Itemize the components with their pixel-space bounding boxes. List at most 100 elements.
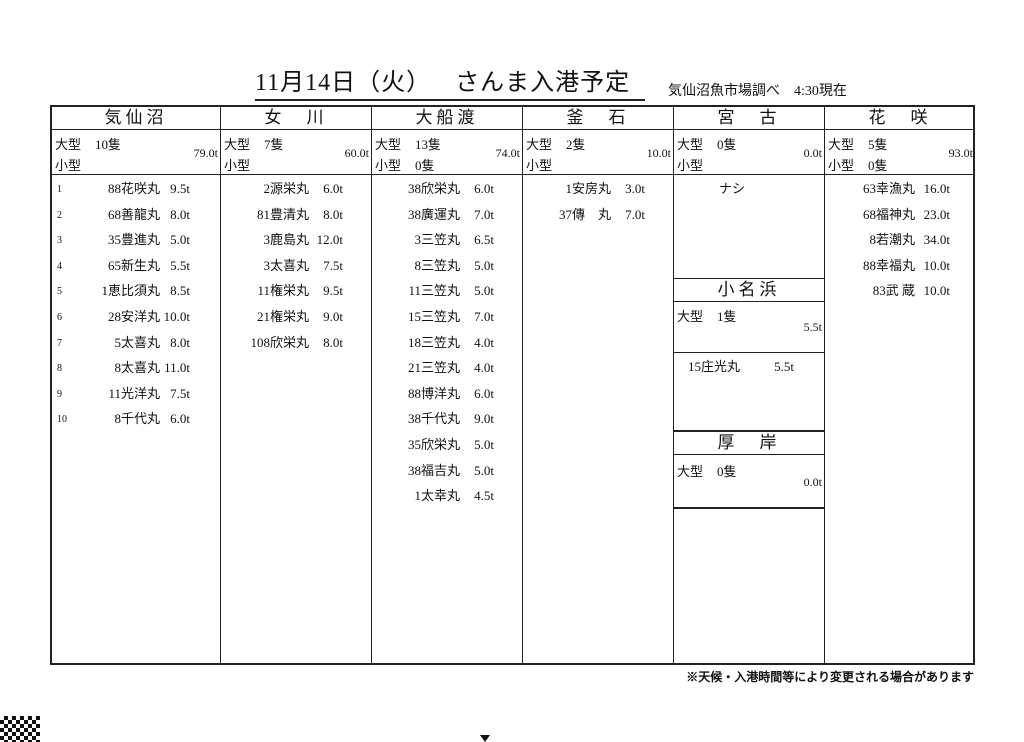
ship-tonnage: 9.5t: [170, 181, 190, 196]
page-title: 11月14日（火） さんま入港予定: [255, 62, 645, 101]
small-label: 小型: [677, 158, 704, 173]
large-count: 5隻: [868, 137, 888, 152]
ship-name: 5太喜丸: [114, 334, 160, 350]
ship-row: 108欣栄丸 8.0t: [221, 331, 371, 355]
port-name: 釜 石: [523, 107, 673, 130]
ship-row: 88博洋丸 6.0t: [372, 382, 522, 406]
ship-tonnage: 6.5t: [474, 232, 494, 248]
large-count: 10隻: [95, 137, 122, 152]
ship-name: 88花咲丸: [107, 181, 160, 196]
large-label: 大型: [677, 464, 704, 479]
scan-marker-checkerboard: [0, 716, 40, 742]
divider: [674, 278, 824, 279]
port-column: 花 咲大型 5隻 小型 0隻 93.0t 63幸漁丸 16.0t 68福神丸 23.0t 8若潮丸…: [824, 107, 975, 663]
ship-row: 5 1恵比須丸 8.5t: [52, 279, 220, 303]
ship-name: 35豊進丸: [107, 232, 160, 248]
ship-tonnage: 8.0t: [323, 334, 343, 350]
ship-row: ナシ: [674, 177, 824, 201]
ship-tonnage: 12.0t: [316, 232, 343, 248]
ship-tonnage: 9.0t: [474, 411, 494, 427]
ship-row: 8 8太喜丸 11.0t: [52, 356, 220, 380]
small-count: 0隻: [415, 158, 435, 173]
large-count: 13隻: [415, 137, 442, 152]
ship-tonnage: 5.0t: [170, 232, 190, 248]
small-vessel-line: 小型: [224, 155, 264, 174]
ship-name: 11光洋丸: [108, 385, 160, 401]
port-summary: 大型 0隻小型 0.0t: [674, 130, 824, 175]
ship-tonnage: 4.5t: [474, 488, 494, 504]
large-vessel-line: 大型 2隻: [526, 134, 586, 153]
ship-row: 2源栄丸 6.0t: [221, 177, 371, 201]
ship-row: 1安房丸 3.0t: [523, 177, 673, 201]
ship-tonnage: 3.0t: [625, 181, 645, 196]
total-tonnage: 60.0t: [344, 146, 369, 160]
ship-row: 21三笠丸 4.0t: [372, 356, 522, 380]
port-summary: 大型 0隻 0.0t: [674, 457, 824, 508]
total-tonnage: 0.0t: [803, 146, 822, 160]
ship-name: 15庄光丸: [688, 359, 741, 374]
ship-row: 9 11光洋丸 7.5t: [52, 382, 220, 406]
triangle-marker-icon: [480, 735, 490, 742]
ship-name: 65新生丸: [107, 257, 160, 273]
ship-name: 28安洋丸: [107, 309, 160, 324]
source-timestamp: 気仙沼魚市場調べ 4:30現在: [668, 84, 847, 99]
ship-name: 3三笠丸: [414, 232, 460, 248]
large-vessel-line: 大型 0隻: [677, 134, 737, 153]
small-label: 小型: [526, 158, 553, 173]
ship-tonnage: 7.5t: [170, 385, 190, 401]
row-number: 9: [57, 388, 62, 400]
ship-name: 88幸福丸: [862, 257, 915, 273]
ship-name: 8三笠丸: [414, 257, 460, 273]
ship-row: 83武 蔵 10.0t: [825, 279, 975, 303]
large-label: 大型: [526, 137, 553, 152]
ship-row: 37傳 丸 7.0t: [523, 203, 673, 227]
ship-row: 4 65新生丸 5.5t: [52, 254, 220, 278]
row-number: 7: [57, 337, 62, 349]
ship-row: 11三笠丸 5.0t: [372, 279, 522, 303]
divider: [674, 430, 824, 431]
ship-name: 8千代丸: [114, 411, 160, 427]
port-column: 釜 石大型 2隻 小型 10.0t 1安房丸 3.0t 37傳 丸 7.0t: [522, 107, 673, 663]
port-summary: 大型 10隻 小型 79.0t: [52, 130, 220, 175]
port-summary: 大型 2隻 小型 10.0t: [523, 130, 673, 175]
ship-row: 8三笠丸 5.0t: [372, 254, 522, 278]
ship-name: 88博洋丸: [407, 385, 460, 401]
port-name: 大船渡: [372, 107, 522, 130]
total-tonnage: 0.0t: [803, 475, 822, 489]
ship-name: 68福神丸: [862, 206, 915, 222]
ship-row: 81豊清丸 8.0t: [221, 203, 371, 227]
ship-name: 8太喜丸: [114, 360, 160, 376]
footnote: ※天候・入港時間等により変更される場合があります: [686, 670, 974, 684]
row-number: 6: [57, 312, 62, 323]
port-name: 宮 古: [674, 107, 824, 130]
row-number: 8: [57, 363, 62, 375]
total-tonnage: 79.0t: [193, 146, 218, 160]
ship-tonnage: 34.0t: [923, 232, 950, 248]
divider: [674, 431, 824, 432]
ship-name: ナシ: [719, 181, 746, 196]
port-summary: 大型 13隻 小型 0隻 74.0t: [372, 130, 522, 175]
port-summary: 大型 5隻 小型 0隻 93.0t: [825, 130, 975, 175]
ship-name: 11三笠丸: [408, 283, 460, 299]
ship-row: 63幸漁丸 16.0t: [825, 177, 975, 201]
ship-name: 38廣運丸: [407, 206, 460, 222]
ship-name: 81豊清丸: [256, 206, 309, 222]
ship-row: 8若潮丸 34.0t: [825, 228, 975, 252]
ship-row: 3三笠丸 6.5t: [372, 228, 522, 252]
ship-name: 21三笠丸: [407, 360, 460, 376]
ship-tonnage: 4.0t: [474, 334, 494, 350]
ship-row: 11権栄丸 9.5t: [221, 279, 371, 303]
large-label: 大型: [224, 137, 251, 152]
ship-row: 1太幸丸 4.5t: [372, 484, 522, 508]
ship-name: 1太幸丸: [414, 488, 460, 504]
title-date: 11月14日（火）: [255, 70, 432, 96]
ship-tonnage: 7.0t: [474, 309, 494, 324]
arrival-schedule-table: 気仙沼 大型 10隻 小型 79.0t 1 88花咲丸 9.5t 2 68善龍丸 8.0t 3 35豊進…: [50, 105, 975, 665]
ship-tonnage: 7.0t: [625, 206, 645, 222]
ship-tonnage: 8.5t: [170, 283, 190, 299]
ship-tonnage: 10.0t: [923, 283, 950, 299]
small-vessel-line: 小型: [526, 155, 566, 174]
ship-row: 7 5太喜丸 8.0t: [52, 331, 220, 355]
port-column: 気仙沼 大型 10隻 小型 79.0t 1 88花咲丸 9.5t 2 68善龍丸 8.0t 3 35豊進…: [52, 107, 220, 663]
small-label: 小型: [55, 158, 82, 173]
